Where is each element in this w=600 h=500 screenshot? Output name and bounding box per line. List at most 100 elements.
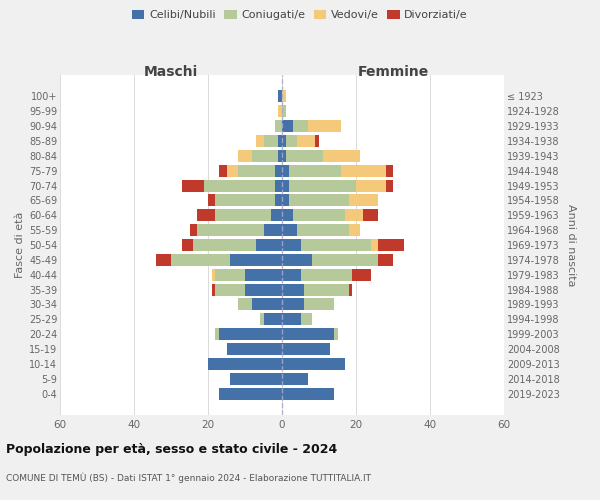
Bar	[282, 180, 289, 192]
Bar	[282, 210, 293, 221]
Bar	[371, 239, 378, 251]
Bar	[282, 135, 286, 147]
Bar	[282, 373, 308, 384]
Bar	[245, 269, 282, 280]
Bar	[208, 358, 282, 370]
Bar	[256, 239, 282, 251]
Bar	[278, 90, 282, 102]
Bar	[215, 284, 245, 296]
Bar	[293, 120, 308, 132]
Bar	[297, 135, 316, 147]
Bar	[304, 298, 334, 310]
Text: Femmine: Femmine	[358, 66, 428, 80]
Bar	[345, 210, 364, 221]
Bar	[182, 239, 193, 251]
Bar	[212, 269, 215, 280]
Bar	[182, 180, 204, 192]
Bar	[275, 180, 282, 192]
Bar	[364, 210, 378, 221]
Bar	[275, 165, 282, 176]
Bar	[278, 106, 282, 117]
Bar	[215, 328, 219, 340]
Bar	[278, 150, 282, 162]
Bar	[197, 210, 215, 221]
Bar	[193, 239, 256, 251]
Bar	[386, 165, 393, 176]
Bar	[227, 165, 238, 176]
Bar	[282, 120, 293, 132]
Bar	[282, 269, 301, 280]
Bar	[278, 135, 282, 147]
Bar	[308, 120, 341, 132]
Bar	[219, 388, 282, 400]
Y-axis label: Anni di nascita: Anni di nascita	[566, 204, 577, 286]
Bar	[282, 314, 301, 325]
Bar	[282, 194, 289, 206]
Text: Popolazione per età, sesso e stato civile - 2024: Popolazione per età, sesso e stato civil…	[6, 442, 337, 456]
Bar	[289, 165, 341, 176]
Bar	[275, 120, 282, 132]
Bar	[282, 298, 304, 310]
Bar	[245, 284, 282, 296]
Bar	[378, 239, 404, 251]
Bar	[208, 194, 215, 206]
Bar	[260, 314, 263, 325]
Bar	[349, 224, 360, 236]
Bar	[304, 284, 349, 296]
Bar	[238, 298, 253, 310]
Bar	[263, 135, 278, 147]
Bar	[378, 254, 393, 266]
Bar	[275, 194, 282, 206]
Bar	[256, 135, 263, 147]
Bar	[253, 150, 278, 162]
Bar	[286, 150, 323, 162]
Bar	[301, 269, 352, 280]
Bar	[171, 254, 230, 266]
Text: COMUNE DI TEMÙ (BS) - Dati ISTAT 1° gennaio 2024 - Elaborazione TUTTITALIA.IT: COMUNE DI TEMÙ (BS) - Dati ISTAT 1° genn…	[6, 472, 371, 483]
Bar	[286, 135, 297, 147]
Bar	[230, 254, 282, 266]
Bar	[197, 224, 263, 236]
Bar	[253, 298, 282, 310]
Bar	[323, 150, 360, 162]
Bar	[349, 284, 352, 296]
Bar	[386, 180, 393, 192]
Bar	[263, 314, 282, 325]
Text: Maschi: Maschi	[144, 66, 198, 80]
Bar	[215, 210, 271, 221]
Bar	[352, 269, 371, 280]
Bar	[282, 90, 286, 102]
Bar	[282, 224, 297, 236]
Bar	[271, 210, 282, 221]
Bar	[282, 328, 334, 340]
Bar	[282, 239, 301, 251]
Bar	[334, 328, 337, 340]
Bar	[156, 254, 171, 266]
Bar	[215, 269, 245, 280]
Bar	[297, 224, 349, 236]
Bar	[219, 165, 227, 176]
Bar	[212, 284, 215, 296]
Bar	[190, 224, 197, 236]
Y-axis label: Fasce di età: Fasce di età	[14, 212, 25, 278]
Bar	[230, 373, 282, 384]
Bar	[282, 165, 289, 176]
Bar	[289, 194, 349, 206]
Bar	[289, 180, 356, 192]
Bar	[341, 165, 386, 176]
Bar	[282, 388, 334, 400]
Bar	[301, 314, 311, 325]
Bar	[215, 194, 275, 206]
Bar	[282, 254, 311, 266]
Bar	[282, 358, 345, 370]
Bar	[301, 239, 371, 251]
Bar	[282, 343, 330, 355]
Bar	[282, 150, 286, 162]
Bar	[238, 150, 253, 162]
Bar	[263, 224, 282, 236]
Bar	[293, 210, 345, 221]
Legend: Celibi/Nubili, Coniugati/e, Vedovi/e, Divorziati/e: Celibi/Nubili, Coniugati/e, Vedovi/e, Di…	[128, 6, 472, 25]
Bar	[282, 106, 286, 117]
Bar	[349, 194, 378, 206]
Bar	[356, 180, 386, 192]
